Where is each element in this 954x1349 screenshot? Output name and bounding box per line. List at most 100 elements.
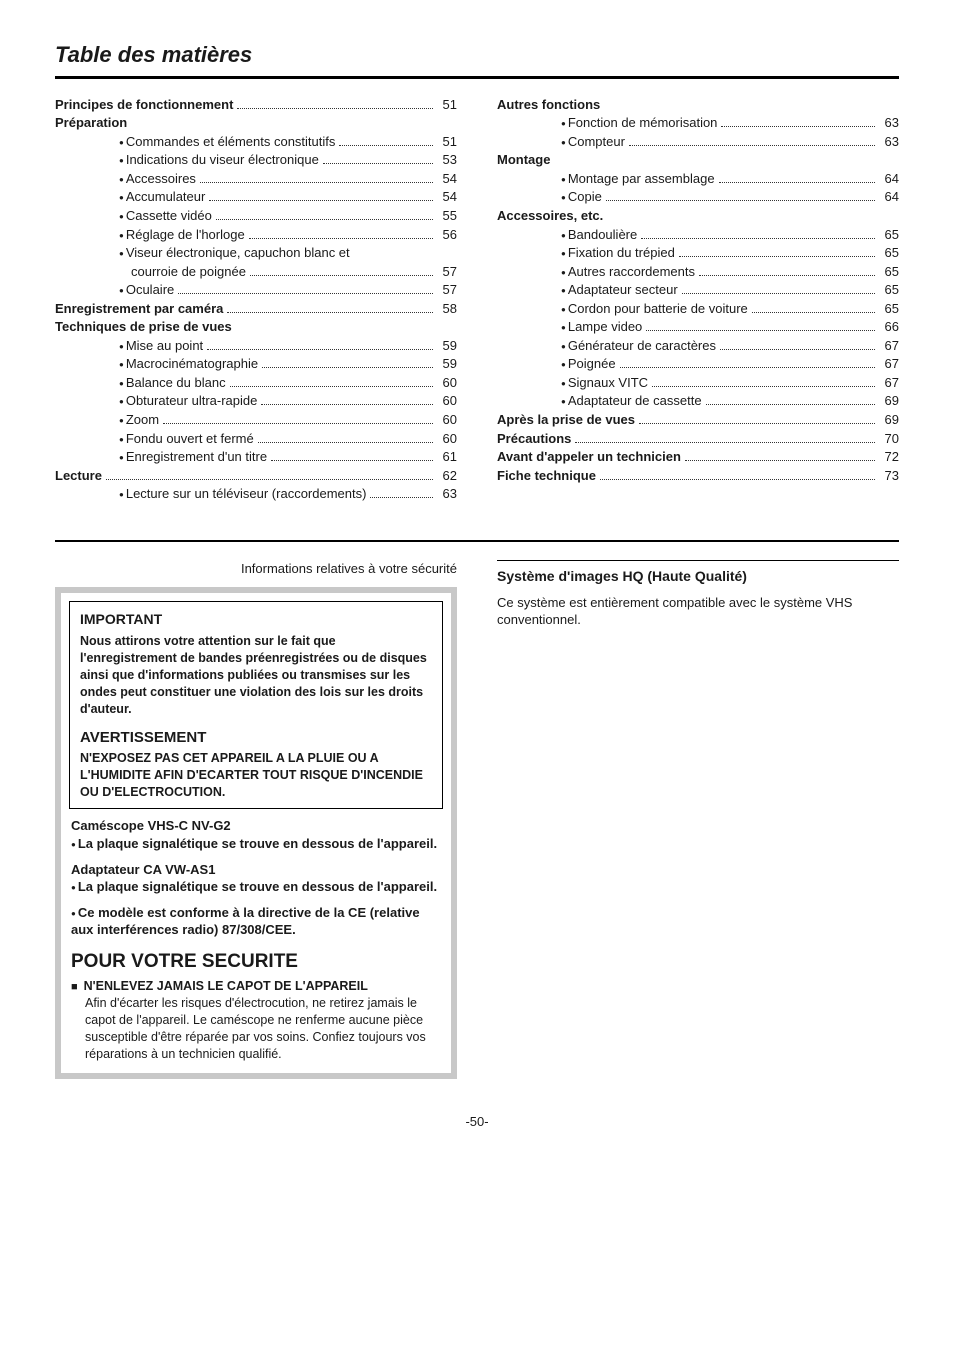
- toc-label: Générateur de caractères: [497, 337, 716, 355]
- page-title: Table des matières: [55, 40, 899, 70]
- toc-page: 72: [879, 448, 899, 466]
- toc-page: 67: [879, 337, 899, 355]
- toc-label: Accumulateur: [55, 188, 205, 206]
- toc-label: Oculaire: [55, 281, 174, 299]
- toc-dots: [230, 386, 433, 387]
- safety-box: IMPORTANT Nous attirons votre attention …: [55, 587, 457, 1078]
- toc-row: Après la prise de vues69: [497, 411, 899, 429]
- toc-label: Cordon pour batterie de voiture: [497, 300, 748, 318]
- camescope-block: Caméscope VHS-C NV-G2 La plaque signalét…: [71, 817, 441, 852]
- toc-dots: [237, 108, 433, 109]
- toc-row: Préparation: [55, 114, 457, 132]
- toc-dots: [699, 275, 875, 276]
- toc-page: 67: [879, 374, 899, 392]
- adapter-block: Adaptateur CA VW-AS1 La plaque signaléti…: [71, 861, 441, 896]
- toc-page: 69: [879, 392, 899, 410]
- toc-dots: [646, 330, 875, 331]
- toc-page: 51: [437, 96, 457, 114]
- toc-page: 65: [879, 226, 899, 244]
- toc-row: Zoom 60: [55, 411, 457, 429]
- title-rule: [55, 76, 899, 79]
- toc-row: Enregistrement d'un titre61: [55, 448, 457, 466]
- toc-row: Montage: [497, 151, 899, 169]
- toc-dots: [249, 238, 433, 239]
- toc-row: Avant d'appeler un technicien 72: [497, 448, 899, 466]
- toc-label: Copie: [497, 188, 602, 206]
- camescope-title: Caméscope VHS-C NV-G2: [71, 817, 441, 835]
- toc-label: Bandoulière: [497, 226, 637, 244]
- toc-label: Avant d'appeler un technicien: [497, 448, 681, 466]
- toc-row: Cassette vidéo55: [55, 207, 457, 225]
- toc-row: Balance du blanc60: [55, 374, 457, 392]
- toc-label: Montage par assemblage: [497, 170, 715, 188]
- toc-label: Précautions: [497, 430, 571, 448]
- toc-dots: [682, 293, 875, 294]
- toc-dots: [207, 349, 433, 350]
- toc-row: Autres fonctions: [497, 96, 899, 114]
- toc-left-column: Principes de fonctionnement 51 Préparation…: [55, 95, 457, 504]
- toc-row: Autres raccordements65: [497, 263, 899, 281]
- hq-heading: Système d'images HQ (Haute Qualité): [497, 567, 899, 586]
- toc-label: Fixation du trépied: [497, 244, 675, 262]
- toc-dots: [706, 404, 875, 405]
- toc-row: Viseur électronique, capuchon blanc et: [55, 244, 457, 262]
- toc-dots: [720, 349, 875, 350]
- toc-label: Autres fonctions: [497, 96, 600, 114]
- toc-row: Enregistrement par caméra58: [55, 300, 457, 318]
- toc-label: Principes de fonctionnement: [55, 96, 233, 114]
- toc-page: 60: [437, 374, 457, 392]
- toc-dots: [216, 219, 433, 220]
- toc-label: Indications du viseur électronique: [55, 151, 319, 169]
- camescope-line: La plaque signalétique se trouve en dess…: [71, 835, 441, 853]
- toc-row: Cordon pour batterie de voiture65: [497, 300, 899, 318]
- toc-label: Macrocinématographie: [55, 355, 258, 373]
- toc-label: Fondu ouvert et fermé: [55, 430, 254, 448]
- toc-label: Adaptateur de cassette: [497, 392, 702, 410]
- toc-label: Fiche technique: [497, 467, 596, 485]
- toc-dots: [339, 145, 433, 146]
- toc-page: 60: [437, 411, 457, 429]
- toc-page: 63: [437, 485, 457, 503]
- toc-row: courroie de poignée57: [55, 263, 457, 281]
- toc-dots: [209, 200, 433, 201]
- toc-dots: [629, 145, 875, 146]
- toc-row: Fonction de mémorisation63: [497, 114, 899, 132]
- toc-dots: [163, 423, 433, 424]
- toc-dots: [639, 423, 875, 424]
- toc-label: Préparation: [55, 114, 127, 132]
- toc-dots: [575, 442, 875, 443]
- toc-page: 56: [437, 226, 457, 244]
- toc-page: 55: [437, 207, 457, 225]
- toc-dots: [719, 182, 875, 183]
- toc-dots: [752, 312, 875, 313]
- toc-row: Techniques de prise de vues: [55, 318, 457, 336]
- toc-page: 70: [879, 430, 899, 448]
- toc-dots: [641, 238, 875, 239]
- toc-label: Lecture sur un téléviseur (raccordements…: [55, 485, 366, 503]
- toc-row: Réglage de l'horloge56: [55, 226, 457, 244]
- toc-row: Montage par assemblage64: [497, 170, 899, 188]
- toc-page: 60: [437, 392, 457, 410]
- toc-row: Mise au point59: [55, 337, 457, 355]
- toc-label: Compteur: [497, 133, 625, 151]
- mid-rule: [55, 540, 899, 542]
- toc-label: Zoom: [55, 411, 159, 429]
- toc-label: Poignée: [497, 355, 616, 373]
- toc-dots: [261, 404, 433, 405]
- toc-row: Lampe video66: [497, 318, 899, 336]
- toc-page: 54: [437, 170, 457, 188]
- toc-label: Montage: [497, 151, 550, 169]
- toc-dots: [620, 367, 875, 368]
- toc-row: Adaptateur secteur65: [497, 281, 899, 299]
- toc-page: 58: [437, 300, 457, 318]
- toc-dots: [721, 126, 875, 127]
- toc: Principes de fonctionnement 51 Préparation…: [55, 95, 899, 504]
- toc-row: Précautions 70: [497, 430, 899, 448]
- toc-dots: [258, 442, 433, 443]
- toc-label: Commandes et éléments constitutifs: [55, 133, 335, 151]
- toc-dots: [178, 293, 433, 294]
- toc-row: Obturateur ultra-rapide60: [55, 392, 457, 410]
- ce-line: Ce modèle est conforme à la directive de…: [71, 904, 441, 939]
- toc-label: Autres raccordements: [497, 263, 695, 281]
- toc-row: Oculaire57: [55, 281, 457, 299]
